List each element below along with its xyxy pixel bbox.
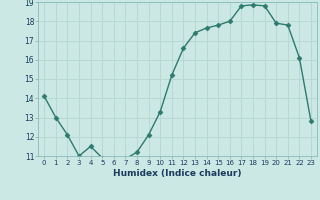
- X-axis label: Humidex (Indice chaleur): Humidex (Indice chaleur): [113, 169, 242, 178]
